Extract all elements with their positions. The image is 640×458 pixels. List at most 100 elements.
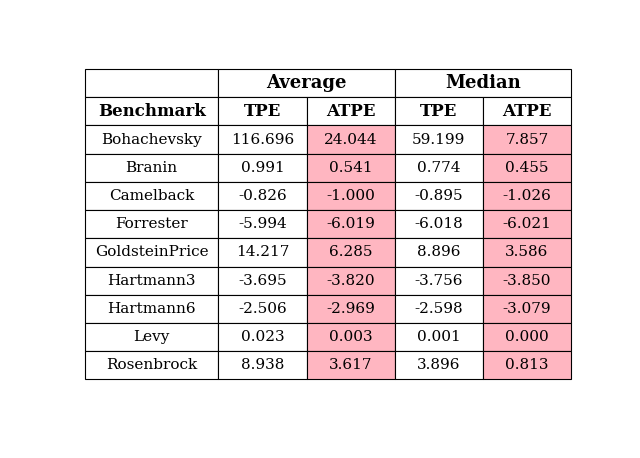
Bar <box>483 323 571 351</box>
Text: 0.813: 0.813 <box>505 358 548 372</box>
Bar <box>85 154 218 182</box>
Bar <box>307 97 395 125</box>
Bar <box>85 295 218 323</box>
Bar <box>307 210 395 238</box>
Bar <box>395 323 483 351</box>
Text: 0.774: 0.774 <box>417 161 461 175</box>
Text: -3.850: -3.850 <box>502 274 551 288</box>
Bar <box>395 267 483 295</box>
Text: -1.026: -1.026 <box>502 189 552 203</box>
Text: Camelback: Camelback <box>109 189 195 203</box>
Text: Benchmark: Benchmark <box>98 103 205 120</box>
Bar <box>85 97 218 125</box>
Text: 8.938: 8.938 <box>241 358 284 372</box>
Bar <box>218 295 307 323</box>
Text: 59.199: 59.199 <box>412 133 465 147</box>
Text: 8.896: 8.896 <box>417 245 461 259</box>
Bar <box>307 238 395 267</box>
Bar <box>395 97 483 125</box>
Bar <box>483 210 571 238</box>
Text: Hartmann6: Hartmann6 <box>108 302 196 316</box>
Bar <box>218 154 307 182</box>
Bar <box>307 125 395 154</box>
Bar <box>218 351 307 379</box>
Bar <box>483 295 571 323</box>
Bar <box>483 182 571 210</box>
Text: Average: Average <box>266 74 347 92</box>
Text: -2.969: -2.969 <box>326 302 375 316</box>
Text: 0.003: 0.003 <box>329 330 372 344</box>
Text: 116.696: 116.696 <box>231 133 294 147</box>
Text: 7.857: 7.857 <box>506 133 548 147</box>
Bar <box>307 351 395 379</box>
Bar <box>395 351 483 379</box>
Bar <box>395 125 483 154</box>
Bar <box>307 323 395 351</box>
Bar <box>483 267 571 295</box>
Text: Bohachevsky: Bohachevsky <box>101 133 202 147</box>
Text: 3.617: 3.617 <box>329 358 372 372</box>
Text: ATPE: ATPE <box>502 103 552 120</box>
Text: -2.598: -2.598 <box>415 302 463 316</box>
Bar <box>218 267 307 295</box>
Text: Forrester: Forrester <box>115 217 188 231</box>
Text: ATPE: ATPE <box>326 103 376 120</box>
Text: -6.019: -6.019 <box>326 217 375 231</box>
Bar <box>218 323 307 351</box>
Bar <box>218 97 307 125</box>
Text: -3.756: -3.756 <box>415 274 463 288</box>
Text: 24.044: 24.044 <box>324 133 378 147</box>
Text: -3.695: -3.695 <box>238 274 287 288</box>
Text: -2.506: -2.506 <box>238 302 287 316</box>
Text: Branin: Branin <box>125 161 178 175</box>
Text: Median: Median <box>445 74 521 92</box>
Text: -6.021: -6.021 <box>502 217 552 231</box>
Bar <box>85 323 218 351</box>
Text: -3.079: -3.079 <box>502 302 551 316</box>
Text: Hartmann3: Hartmann3 <box>108 274 196 288</box>
Text: -1.000: -1.000 <box>326 189 375 203</box>
Bar <box>218 69 395 97</box>
Bar <box>85 351 218 379</box>
Text: -0.895: -0.895 <box>415 189 463 203</box>
Text: -6.018: -6.018 <box>415 217 463 231</box>
Bar <box>307 267 395 295</box>
Text: 0.001: 0.001 <box>417 330 461 344</box>
Text: GoldsteinPrice: GoldsteinPrice <box>95 245 209 259</box>
Bar <box>307 154 395 182</box>
Text: Rosenbrock: Rosenbrock <box>106 358 197 372</box>
Text: -0.826: -0.826 <box>238 189 287 203</box>
Bar <box>307 182 395 210</box>
Bar <box>85 210 218 238</box>
Bar <box>395 295 483 323</box>
Text: Levy: Levy <box>134 330 170 344</box>
Text: 0.455: 0.455 <box>505 161 548 175</box>
Bar <box>483 125 571 154</box>
Text: 3.896: 3.896 <box>417 358 461 372</box>
Bar <box>395 182 483 210</box>
Text: -3.820: -3.820 <box>326 274 375 288</box>
Text: 6.285: 6.285 <box>329 245 372 259</box>
Bar <box>218 125 307 154</box>
Bar <box>395 238 483 267</box>
Bar <box>395 210 483 238</box>
Bar <box>483 97 571 125</box>
Text: TPE: TPE <box>420 103 458 120</box>
Bar <box>483 238 571 267</box>
Text: 3.586: 3.586 <box>505 245 548 259</box>
Text: 0.541: 0.541 <box>329 161 372 175</box>
Text: TPE: TPE <box>244 103 281 120</box>
Bar <box>483 154 571 182</box>
Bar <box>483 351 571 379</box>
Bar <box>85 182 218 210</box>
Bar <box>85 69 218 97</box>
Bar <box>395 69 571 97</box>
Bar <box>218 182 307 210</box>
Text: 0.023: 0.023 <box>241 330 284 344</box>
Text: 0.000: 0.000 <box>505 330 549 344</box>
Bar <box>85 125 218 154</box>
Text: 0.991: 0.991 <box>241 161 284 175</box>
Bar <box>85 238 218 267</box>
Bar <box>218 238 307 267</box>
Bar <box>85 267 218 295</box>
